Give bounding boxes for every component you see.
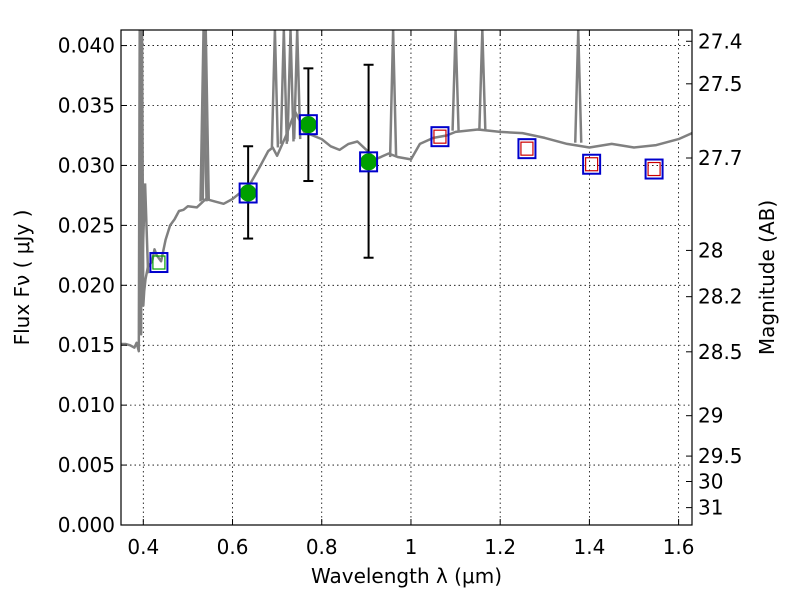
- model-square: [582, 153, 602, 175]
- limit-square: [647, 161, 661, 177]
- right-tick-label: 30: [698, 469, 723, 493]
- x-tick-label: 1.6: [663, 535, 695, 559]
- limit-square: [520, 141, 534, 156]
- model-square: [359, 151, 379, 173]
- right-tick-label: 29: [698, 404, 723, 428]
- model-square: [298, 114, 318, 136]
- x-tick-label: 0.6: [217, 535, 249, 559]
- limit-square: [433, 129, 447, 144]
- photometry-point: [299, 116, 317, 134]
- x-tick-label: 1.4: [573, 535, 605, 559]
- spectrum-spike: [286, 30, 295, 142]
- x-tick-label: 0.4: [127, 535, 159, 559]
- right-axis-label: Magnitude (AB): [755, 200, 779, 355]
- right-tick-label: 31: [698, 496, 723, 520]
- spectrum-line: [121, 30, 692, 353]
- model-square: [430, 126, 450, 148]
- spectrum-spike: [201, 30, 211, 201]
- right-tick-label: 27.5: [698, 72, 743, 96]
- spectrum-spike: [292, 30, 302, 140]
- axis-ticks: 0.4 0.6 0.8 1 1.2 1.4 1.6 0.000 0.005 0.010 0.015 0…: [58, 29, 743, 559]
- spectrum-spike: [140, 183, 150, 274]
- plot-frame: [120, 29, 693, 526]
- limit-square: [585, 157, 599, 172]
- y-tick-label: 0.015: [58, 333, 115, 357]
- spectrum-spike: [279, 30, 289, 144]
- right-tick-label: 29.5: [698, 444, 743, 468]
- spectrum-spike: [451, 30, 460, 131]
- y-tick-label: 0.040: [58, 34, 115, 58]
- right-tick-label: 28.5: [698, 340, 743, 364]
- right-tick-label: 28.2: [698, 285, 743, 309]
- photometry-point: [239, 184, 257, 202]
- right-tick-label: 28: [698, 238, 723, 262]
- x-tick-label: 0.8: [306, 535, 338, 559]
- spectrum-spike: [478, 30, 487, 131]
- y-tick-label: 0.020: [58, 273, 115, 297]
- limit-square: [152, 255, 166, 270]
- y-tick-label: 0.030: [58, 153, 115, 177]
- y-tick-label: 0.025: [58, 213, 115, 237]
- x-tick-label: 1: [405, 535, 418, 559]
- photometry-point: [360, 153, 378, 171]
- model-square: [644, 158, 664, 180]
- spectrum-spike: [270, 30, 280, 148]
- y-tick-label: 0.010: [58, 393, 115, 417]
- x-tick-label: 1.2: [484, 535, 516, 559]
- model-square: [149, 252, 169, 274]
- right-tick-label: 27.4: [698, 29, 743, 53]
- spectrum-spike: [199, 30, 208, 202]
- model-square: [238, 182, 258, 204]
- model-square: [517, 138, 537, 160]
- spectrum-spike: [388, 30, 398, 158]
- y-tick-label: 0.005: [58, 453, 115, 477]
- x-axis-label: Wavelength λ (μm): [311, 564, 502, 588]
- y-axis-label: Flux Fν ( μJy ): [10, 210, 34, 346]
- grid: [121, 30, 692, 525]
- y-tick-label: 0.035: [58, 94, 115, 118]
- right-tick-label: 27.7: [698, 146, 743, 170]
- y-tick-label: 0.000: [58, 513, 115, 537]
- spectrum-spike: [573, 30, 583, 143]
- plot-area: [121, 30, 692, 353]
